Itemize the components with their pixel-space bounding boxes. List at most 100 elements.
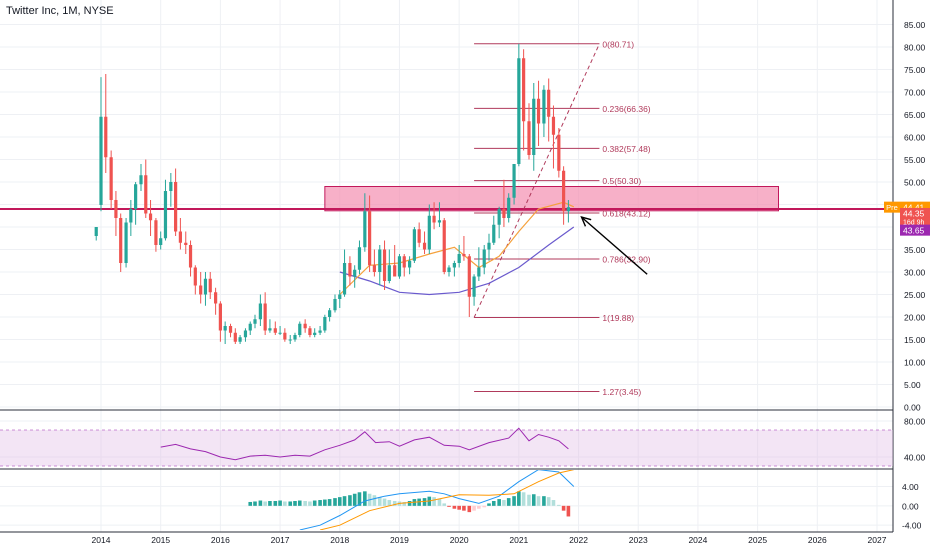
y-tick-label: 60.00 — [904, 133, 926, 143]
macd-histogram-bar — [527, 494, 531, 506]
y-tick-label: 55.00 — [904, 155, 926, 165]
x-tick-label: 2026 — [808, 535, 827, 545]
candle-body — [542, 89, 546, 124]
y-tick-label: 30.00 — [904, 268, 926, 278]
resistance-zone — [324, 186, 780, 212]
candle-body — [303, 323, 307, 329]
x-tick-label: 2015 — [151, 535, 170, 545]
candle-body — [551, 116, 556, 135]
candle-body — [357, 247, 362, 270]
macd-signal-line — [319, 470, 574, 530]
macd-histogram-bar — [432, 497, 436, 506]
candle-body — [139, 175, 143, 185]
price-label-bg — [900, 208, 930, 219]
macd-histogram-bar — [531, 494, 536, 506]
candle-body — [124, 222, 128, 263]
price-label: 43.65 — [903, 225, 925, 235]
rsi-tick-label: 80.00 — [904, 417, 926, 427]
candle-body — [477, 267, 481, 277]
candle-body — [442, 220, 446, 272]
candle-body — [427, 215, 431, 250]
macd-histogram-bar — [278, 500, 282, 506]
fib-level-label: 0.5(50.30) — [602, 176, 641, 186]
candle-body — [208, 278, 212, 293]
y-tick-label: 80.00 — [904, 43, 926, 53]
candle-body — [447, 267, 451, 272]
candle-body — [462, 254, 466, 257]
candle-body — [144, 175, 148, 214]
macd-histogram-bar — [263, 501, 267, 506]
candle-body — [412, 229, 416, 261]
macd-histogram-bar — [437, 498, 442, 506]
macd-histogram-bar — [312, 500, 317, 506]
candle-body — [298, 323, 302, 335]
macd-histogram-bar — [487, 503, 491, 506]
macd-histogram-bar — [333, 498, 337, 506]
macd-histogram-bar — [327, 499, 332, 506]
fib-level-label: 0.236(66.36) — [602, 104, 650, 114]
candle-body — [114, 200, 118, 218]
candle-body — [214, 292, 218, 304]
macd-histogram-bar — [457, 505, 461, 510]
candle-body — [397, 256, 402, 277]
macd-histogram-bar — [517, 491, 521, 506]
macd-histogram-bar — [323, 499, 327, 506]
rsi-band — [0, 430, 893, 466]
fib-retracement[interactable]: 0(80.71) 0.236(66.36) 0.382(57.48) 0.5(50.3… — [473, 39, 651, 397]
pre-tag — [884, 201, 900, 213]
macd-histogram-bar — [402, 501, 407, 506]
fib-level-label: 0(80.71) — [602, 39, 634, 49]
candlestick-series — [94, 43, 570, 344]
candle-body — [393, 265, 397, 277]
candle-body — [154, 220, 158, 245]
fib-level-label: 1(19.88) — [602, 313, 634, 323]
candle-body — [387, 265, 391, 281]
resistance-zone-layer — [0, 186, 893, 212]
x-tick-label: 2019 — [390, 535, 409, 545]
macd-line — [299, 470, 575, 530]
candle-body — [238, 337, 242, 342]
x-tick-label: 2021 — [509, 535, 528, 545]
macd-histogram-bar — [442, 503, 447, 506]
x-tick-label: 2016 — [211, 535, 230, 545]
price-label: 44.41 — [903, 202, 925, 212]
candle-body — [243, 330, 248, 338]
candle-body — [323, 317, 327, 331]
y-tick-label: 15.00 — [904, 335, 926, 345]
x-tick-label: 2014 — [92, 535, 111, 545]
candle-body — [253, 319, 257, 324]
x-tick-label: 2024 — [688, 535, 707, 545]
candle-body — [169, 182, 173, 191]
arrow-shaft — [581, 216, 648, 275]
price-label-bg — [900, 224, 930, 236]
macd-histogram-bar — [557, 504, 561, 506]
candle-body — [353, 269, 357, 277]
macd-histogram-bar — [482, 505, 487, 508]
candle-body — [248, 323, 252, 331]
candle-body — [472, 276, 476, 297]
macd-histogram-bar — [293, 501, 297, 506]
y-tick-label: 10.00 — [904, 358, 926, 368]
macd-histogram-bar — [506, 498, 511, 506]
macd-histogram-bar — [273, 501, 278, 506]
candle-body — [522, 58, 526, 122]
y-tick-label: 20.00 — [904, 313, 926, 323]
macd-histogram-bar — [377, 497, 382, 506]
macd-tick-label: -4.00 — [902, 521, 922, 531]
x-tick-label: 2020 — [450, 535, 469, 545]
candle-body — [378, 249, 382, 272]
arrow-head — [580, 216, 592, 227]
candle-body — [517, 58, 521, 164]
candle-body — [99, 116, 103, 205]
candle-body — [258, 303, 262, 320]
candle-body — [318, 330, 322, 333]
macd-histogram-bar — [283, 501, 287, 506]
candle-body — [134, 184, 138, 209]
macd-histogram-bar — [268, 501, 272, 506]
candle-body — [492, 224, 496, 243]
y-tick-label: 50.00 — [904, 178, 926, 188]
macd-panel — [248, 470, 575, 530]
x-tick-label: 2023 — [629, 535, 648, 545]
fib-level-label: 0.382(57.48) — [602, 144, 650, 154]
